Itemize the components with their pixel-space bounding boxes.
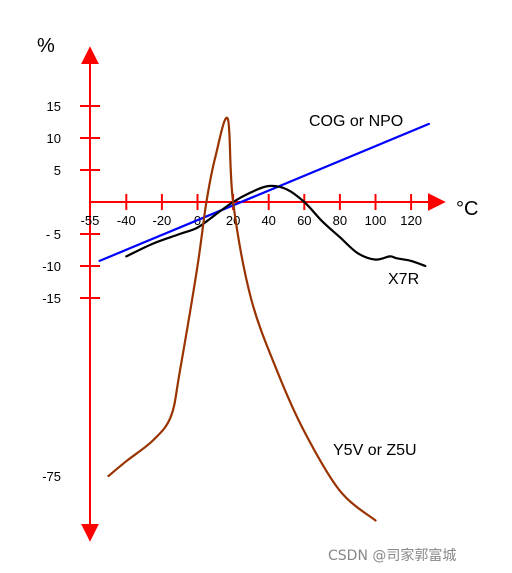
series-group	[98, 116, 430, 522]
x-ticks: -55 -40 -20 0 20 40 60 80 100 120	[81, 194, 422, 228]
series-line-cog	[98, 122, 430, 262]
y-tick-label: -10	[42, 259, 61, 274]
series-line-y5v	[107, 116, 377, 522]
axes	[81, 46, 446, 542]
series-label-cog: COG or NPO	[309, 113, 403, 130]
y-unit-label: %	[37, 35, 55, 57]
y-tick-label: - 5	[46, 227, 61, 242]
y-tick-label: 10	[47, 131, 61, 146]
y-tick-label: 5	[54, 163, 61, 178]
x-tick-label: 60	[297, 213, 311, 228]
x-tick-label: -55	[81, 213, 100, 228]
x-tick-label: 40	[261, 213, 275, 228]
series-label-y5v: Y5V or Z5U	[333, 442, 417, 459]
y-tick-label: 15	[47, 99, 61, 114]
x-tick-label: 100	[365, 213, 387, 228]
x-tick-label: 20	[226, 213, 240, 228]
y-ticks: 15 10 5 - 5 -10 -15 -75	[42, 99, 100, 484]
series-label-x7r: X7R	[388, 271, 419, 288]
x-tick-label: -20	[153, 213, 172, 228]
x-tick-label: 120	[400, 213, 422, 228]
x-unit-label: °C	[456, 198, 478, 220]
watermark-text: CSDN @司家郭富城	[328, 547, 456, 564]
series-line-x7r	[125, 184, 427, 268]
y-tick-label: -15	[42, 291, 61, 306]
x-tick-label: -40	[117, 213, 136, 228]
y-tick-label: -75	[42, 469, 61, 484]
x-tick-label: 80	[333, 213, 347, 228]
